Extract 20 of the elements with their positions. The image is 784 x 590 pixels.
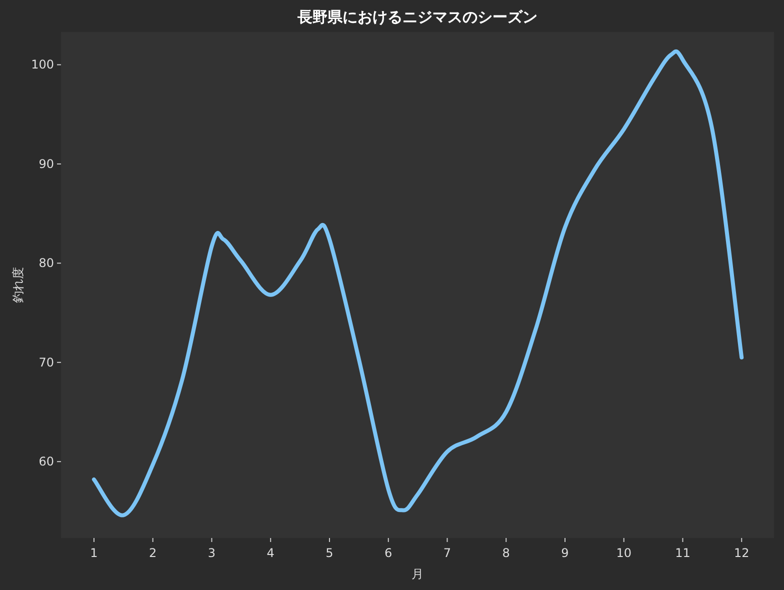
x-tick-label: 1 bbox=[90, 546, 98, 560]
y-tick-label: 100 bbox=[31, 58, 54, 72]
y-axis-title: 釣れ度 bbox=[11, 267, 25, 303]
x-tick-label: 5 bbox=[326, 546, 334, 560]
chart-title: 長野県におけるニジマスのシーズン bbox=[296, 8, 538, 26]
y-tick-label: 60 bbox=[38, 454, 54, 469]
x-axis-title: 月 bbox=[412, 567, 424, 581]
y-tick-label: 70 bbox=[38, 355, 54, 370]
x-tick-label: 11 bbox=[675, 546, 690, 560]
x-tick-label: 3 bbox=[208, 546, 216, 560]
x-tick-label: 4 bbox=[266, 546, 274, 560]
x-tick-label: 2 bbox=[149, 546, 157, 560]
x-tick-label: 8 bbox=[502, 546, 510, 560]
x-tick-label: 9 bbox=[561, 546, 569, 560]
y-tick-label: 80 bbox=[38, 256, 54, 270]
x-tick-label: 10 bbox=[616, 546, 632, 560]
x-tick-label: 7 bbox=[443, 546, 452, 560]
x-tick-label: 12 bbox=[734, 546, 750, 560]
x-tick-label: 6 bbox=[384, 546, 392, 560]
y-tick-label: 90 bbox=[38, 156, 54, 171]
